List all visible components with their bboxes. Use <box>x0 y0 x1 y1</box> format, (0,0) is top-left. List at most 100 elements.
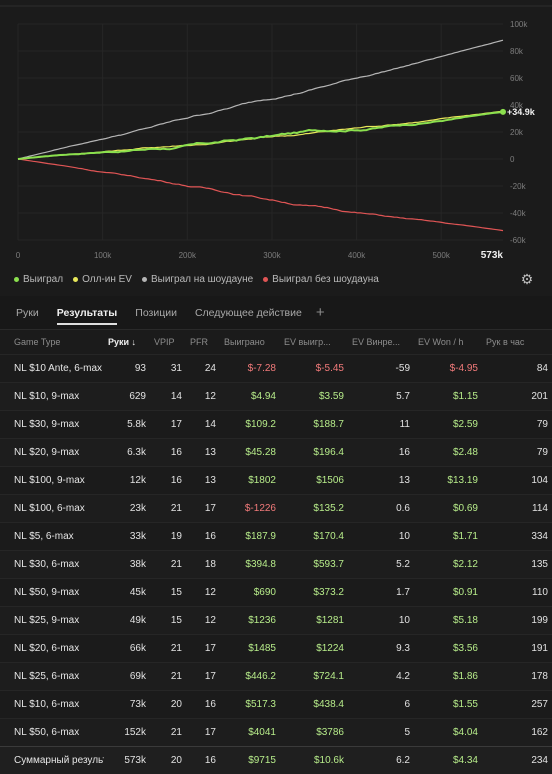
table-cell: NL $50, 6-max <box>0 719 104 747</box>
x-tick-label: 200k <box>179 251 197 260</box>
table-cell: 69k <box>104 663 150 691</box>
column-header[interactable]: PFR <box>186 330 220 355</box>
table-cell: Суммарный результат <box>0 747 104 774</box>
table-cell: 201 <box>482 383 552 411</box>
table-cell: $5.18 <box>414 607 482 635</box>
table-cell: 31 <box>150 355 186 383</box>
table-cell: 17 <box>186 663 220 691</box>
table-cell: $2.12 <box>414 551 482 579</box>
table-cell: 14 <box>150 383 186 411</box>
table-cell: 73k <box>104 691 150 719</box>
tab-next-action[interactable]: Следующее действие <box>195 299 302 327</box>
table-cell: 114 <box>482 495 552 523</box>
legend-item[interactable]: Выиграл на шоудауне <box>142 274 253 285</box>
x-tick-label: 500k <box>433 251 451 260</box>
table-cell: $170.4 <box>280 523 348 551</box>
legend-item[interactable]: Выиграл <box>14 274 63 285</box>
table-cell: 38k <box>104 551 150 579</box>
table-cell: $196.4 <box>280 439 348 467</box>
table-cell: 12 <box>186 579 220 607</box>
table-cell: NL $25, 9-max <box>0 607 104 635</box>
table-cell: 152k <box>104 719 150 747</box>
table-cell: 93 <box>104 355 150 383</box>
table-cell: 573k <box>104 747 150 774</box>
column-header[interactable]: Рук в час <box>482 330 552 355</box>
table-cell: $3.56 <box>414 635 482 663</box>
column-header[interactable]: Руки ↓ <box>104 330 150 355</box>
table-cell: 1.7 <box>348 579 414 607</box>
summary-row[interactable]: Суммарный результат573k2016$9715$10.6k6.… <box>0 747 552 774</box>
table-cell: 16 <box>186 691 220 719</box>
table-cell: 21 <box>150 495 186 523</box>
add-tab-icon[interactable]: + <box>316 304 325 321</box>
column-header[interactable]: EV выигр... <box>280 330 348 355</box>
column-header[interactable]: EV Винре... <box>348 330 414 355</box>
tab-hands[interactable]: Руки <box>16 299 39 327</box>
table-cell: 14 <box>186 411 220 439</box>
table-cell: $1.86 <box>414 663 482 691</box>
y-tick-label: 0 <box>510 155 515 164</box>
table-cell: -59 <box>348 355 414 383</box>
table-cell: 12 <box>186 383 220 411</box>
table-cell: 24 <box>186 355 220 383</box>
results-tabs: Руки Результаты Позиции Следующее действ… <box>0 296 552 330</box>
table-cell: 21 <box>150 635 186 663</box>
table-cell: $1224 <box>280 635 348 663</box>
table-cell: NL $10, 6-max <box>0 691 104 719</box>
table-cell: $-5.45 <box>280 355 348 383</box>
table-cell: $2.59 <box>414 411 482 439</box>
table-cell: $4041 <box>220 719 280 747</box>
column-header[interactable]: VPIP <box>150 330 186 355</box>
table-cell: 23k <box>104 495 150 523</box>
table-cell: $1236 <box>220 607 280 635</box>
table-cell: 10 <box>348 523 414 551</box>
table-cell: 11 <box>348 411 414 439</box>
table-cell: $0.91 <box>414 579 482 607</box>
table-cell: 4.2 <box>348 663 414 691</box>
column-header[interactable]: Выиграно <box>220 330 280 355</box>
table-cell: 21 <box>150 719 186 747</box>
y-tick-label: 100k <box>510 20 528 29</box>
table-cell: 15 <box>150 579 186 607</box>
table-cell: 6 <box>348 691 414 719</box>
column-header[interactable]: Game Type <box>0 330 104 355</box>
table-cell: 16 <box>150 467 186 495</box>
end-value-label: +34.9k <box>507 107 536 117</box>
table-cell: 33k <box>104 523 150 551</box>
table-cell: 79 <box>482 411 552 439</box>
gear-icon[interactable]: ⚙ <box>520 272 534 286</box>
tab-results[interactable]: Результаты <box>57 299 118 327</box>
table-cell: $4.94 <box>220 383 280 411</box>
table-cell: $188.7 <box>280 411 348 439</box>
table-cell: $1281 <box>280 607 348 635</box>
tab-positions[interactable]: Позиции <box>135 299 177 327</box>
table-cell: 17 <box>150 411 186 439</box>
y-tick-label: -20k <box>510 182 527 191</box>
column-header[interactable]: EV Won / h <box>414 330 482 355</box>
table-cell: $187.9 <box>220 523 280 551</box>
legend-item[interactable]: Выиграл без шоудауна <box>263 274 379 285</box>
table-cell: $4.34 <box>414 747 482 774</box>
table-cell: $-4.95 <box>414 355 482 383</box>
table-cell: $4.04 <box>414 719 482 747</box>
table-cell: 199 <box>482 607 552 635</box>
y-tick-label: 60k <box>510 74 524 83</box>
legend-item[interactable]: Олл-ин EV <box>73 274 132 285</box>
table-cell: 13 <box>348 467 414 495</box>
legend-label: Выиграл без шоудауна <box>272 274 379 285</box>
table-cell: 257 <box>482 691 552 719</box>
